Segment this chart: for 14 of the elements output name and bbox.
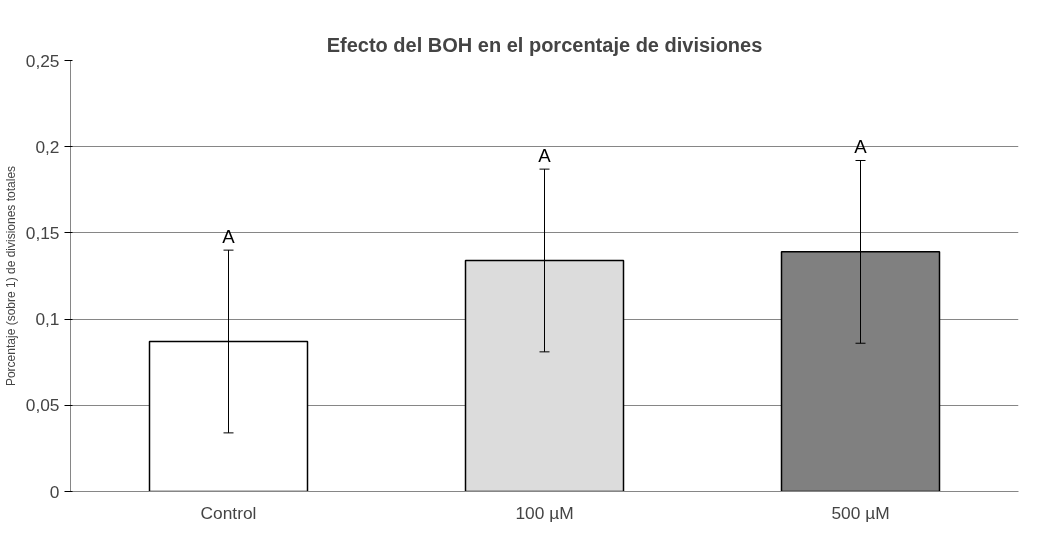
y-tick-label: 0,15 bbox=[25, 222, 60, 243]
y-axis-title: Porcentaje (sobre 1) de divisiones totales bbox=[3, 165, 18, 387]
y-tick-label: 0 bbox=[49, 481, 60, 502]
chart-title: Efecto del BOH en el porcentaje de divisiones bbox=[326, 33, 763, 56]
annotation: A bbox=[854, 136, 868, 158]
annotation: A bbox=[538, 145, 552, 167]
y-tick-label: 0,1 bbox=[35, 309, 60, 330]
y-tick-label: 0,2 bbox=[35, 136, 60, 157]
y-tick-label: 0,25 bbox=[25, 50, 60, 71]
y-tick-label: 0,05 bbox=[25, 395, 60, 416]
x-tick-label: Control bbox=[200, 502, 257, 523]
x-tick-label: 500 µM bbox=[831, 502, 890, 523]
annotation: A bbox=[222, 226, 236, 248]
x-tick-label: 100 µM bbox=[515, 502, 574, 523]
